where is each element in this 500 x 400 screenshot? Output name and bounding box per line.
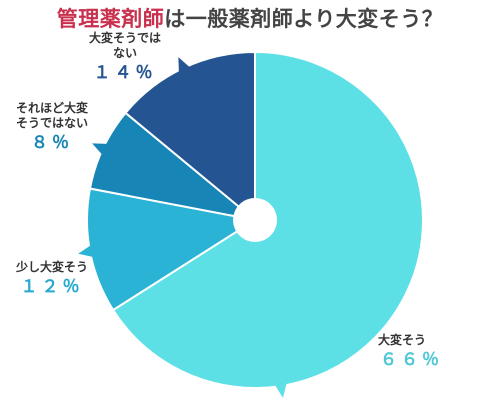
slice-taihen-sou-percent: ６６％ <box>380 350 443 370</box>
slice-sukoshi-taihen-sou-pointer <box>78 245 94 257</box>
slice-taihen-soudewanai-pointer <box>178 57 190 73</box>
slice-sorehodo-taihen-soudewanai-pointer <box>92 143 108 155</box>
slice-sukoshi-taihen-sou-label: 少し大変そう １２％ <box>15 259 88 297</box>
donut-hole <box>233 198 277 242</box>
slice-taihen-sou-label: 大変そう ６６％ <box>378 332 443 370</box>
slice-sorehodo-taihen-soudewanai-percent: ８％ <box>31 133 73 153</box>
slice-taihen-sou-pointer <box>274 383 287 398</box>
slice-taihen-soudewanai-label-line: 大変そうでは <box>89 30 161 45</box>
chart-title: 管理薬剤師は一般薬剤師より大変そう？ <box>0 3 500 33</box>
slice-sorehodo-taihen-soudewanai-label-line: それほど大変 <box>16 100 89 115</box>
chart-title-highlight: 管理薬剤師 <box>56 7 165 31</box>
label-pointers <box>78 57 287 398</box>
slice-taihen-soudewanai-percent: １４％ <box>94 63 157 83</box>
slice-sorehodo-taihen-soudewanai-label-line: そうではない <box>16 116 88 130</box>
slice-sukoshi-taihen-sou-percent: １２％ <box>21 277 84 297</box>
chart-title-rest: は一般薬剤師より大変そう？ <box>164 7 444 31</box>
slice-taihen-sou-label-line: 大変そう <box>378 332 426 347</box>
slice-sukoshi-taihen-sou-label-line: 少し大変そう <box>15 259 88 274</box>
slice-taihen-soudewanai-label-line: ない <box>113 46 137 60</box>
